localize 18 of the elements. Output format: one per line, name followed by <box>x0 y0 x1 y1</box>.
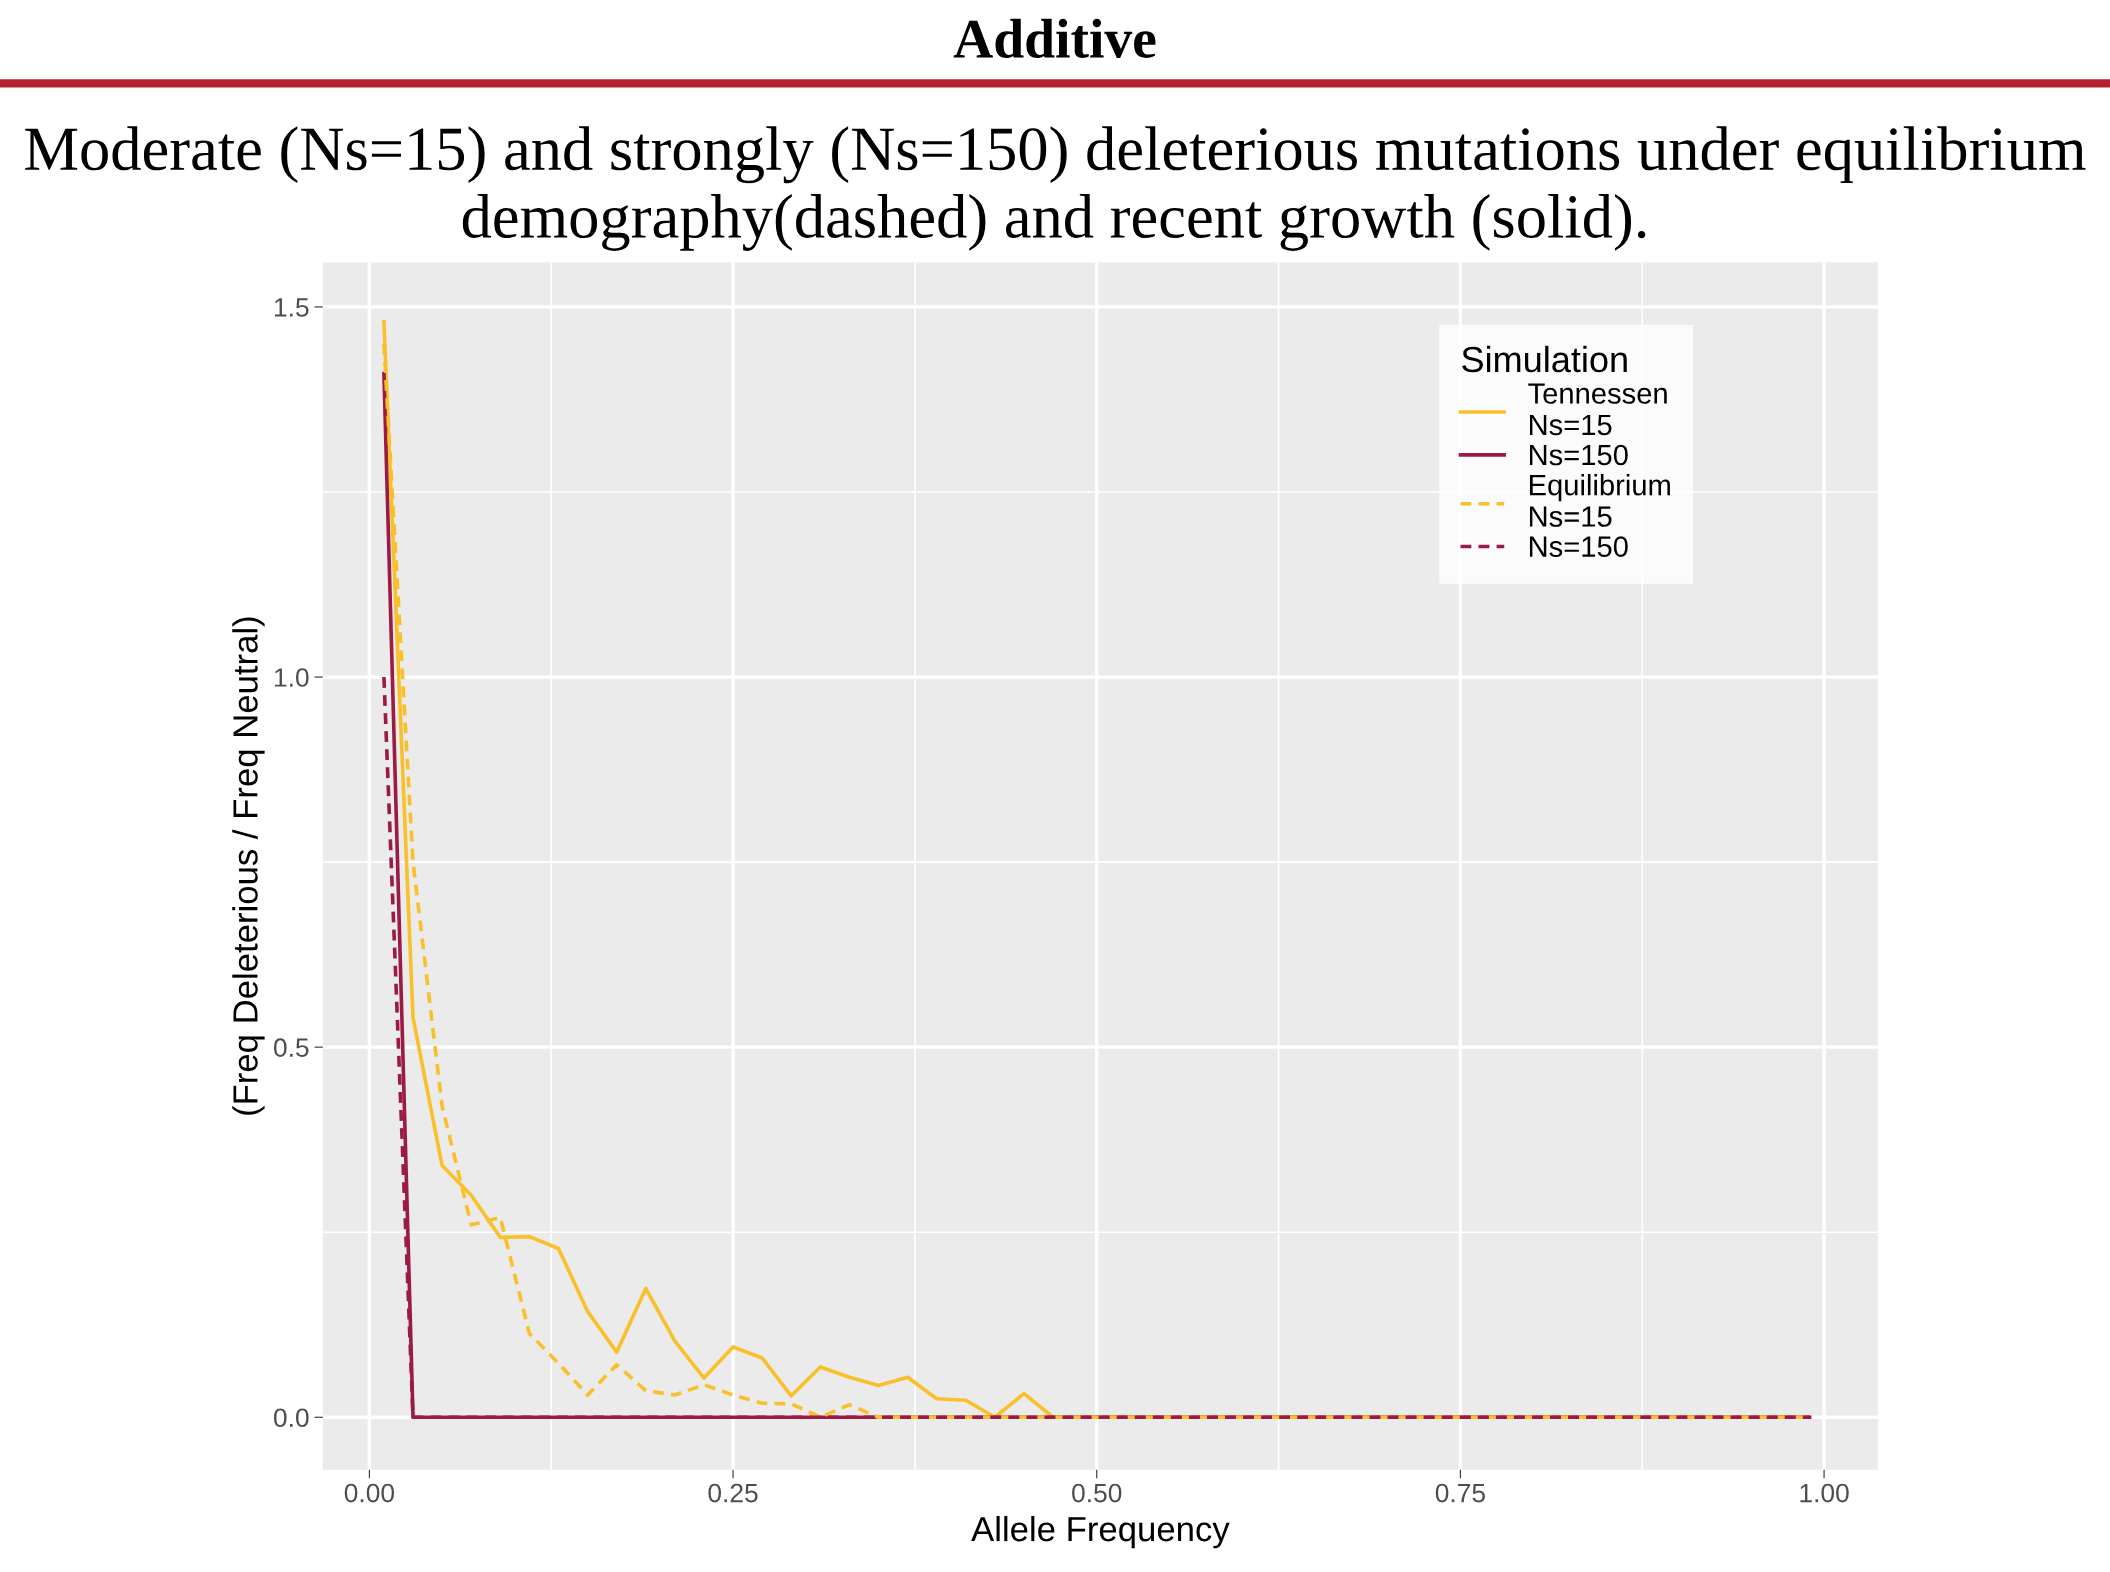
x-tick-label: 0.50 <box>1072 1483 1122 1503</box>
chart-subtitle: Moderate (Ns=15) and strongly (Ns=150) deleterious mutations under equilibrium demography(dashed) and recent growth (solid). <box>25 126 2086 251</box>
x-tick-label: 1.00 <box>1800 1483 1849 1503</box>
chart-title: Additive <box>953 18 1156 58</box>
legend-label: Ns=150 <box>1529 536 1628 557</box>
y-axis-title: (Freq Deleterious / Freq Neutral) <box>232 617 265 1115</box>
y-tick-label: 1.5 <box>274 298 309 317</box>
legend-label: Tennessen Ns=15 <box>1528 383 1667 436</box>
y-tick-label: 0.0 <box>273 1408 309 1428</box>
y-tick-label: 0.5 <box>273 1038 309 1057</box>
x-tick-label: 0.25 <box>708 1483 758 1503</box>
y-tick-label: 1.0 <box>274 668 309 687</box>
x-tick-label: 0.00 <box>344 1483 395 1503</box>
x-tick-label: 0.75 <box>1435 1483 1485 1503</box>
legend-label: Ns=150 <box>1529 444 1628 466</box>
legend-label: Equilibrium Ns=15 <box>1529 474 1670 527</box>
legend-title: Simulation <box>1462 345 1627 373</box>
x-axis-title: Allele Frequency <box>971 1515 1230 1549</box>
